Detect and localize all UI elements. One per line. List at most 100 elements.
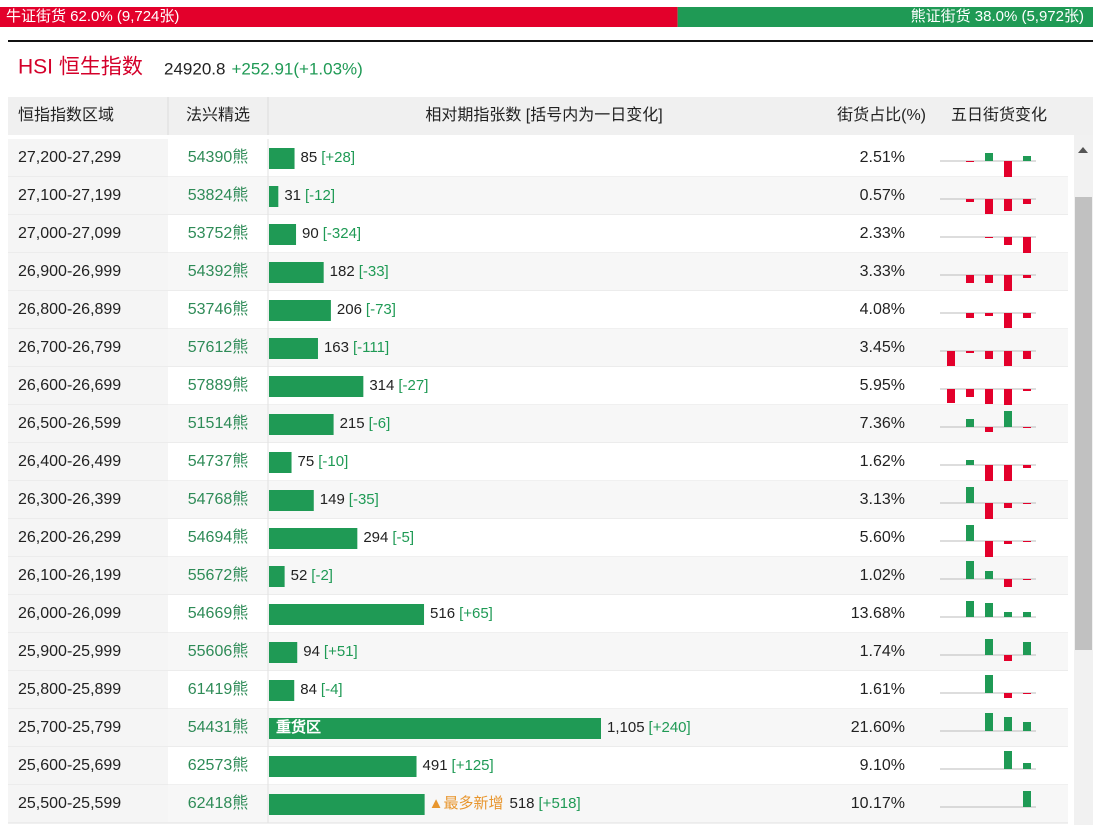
warrant-code[interactable]: 53752熊 [188,224,249,242]
note: ▲最多新增 [429,795,504,812]
row-bg [8,519,1068,557]
spark-bar [1023,275,1031,278]
count-change: [-73] [366,301,396,318]
spark-bar [1023,503,1031,504]
warrant-code[interactable]: 54390熊 [188,148,249,166]
share-pct: 21.60% [851,719,905,736]
count: 206 [337,301,362,318]
range-cell-bg [8,443,168,481]
warrant-code[interactable]: 54431熊 [188,718,249,736]
count-bar [269,338,318,359]
warrant-code[interactable]: 55672熊 [188,566,249,584]
share-pct: 13.68% [851,605,905,622]
count-change: [-4] [321,681,343,698]
range-cell-bg [8,519,168,557]
count-bar [269,756,417,777]
spark-bar [1023,693,1031,694]
spark-bar [966,419,974,427]
range: 26,700-26,799 [18,339,121,356]
row-bg [8,329,1068,367]
range: 26,000-26,099 [18,605,121,622]
row-bg [8,291,1068,329]
count: 31 [284,187,301,204]
count: 1,105 [607,719,645,736]
warrant-code[interactable]: 54669熊 [188,604,249,622]
spark-bar [1023,612,1031,617]
warrant-code[interactable]: 53824熊 [188,186,249,204]
bear-text: 熊证街货 38.0% (5,972张) [911,8,1084,25]
count-change: [-27] [398,377,428,394]
count-bar [269,300,331,321]
count-change: [+125] [452,757,494,774]
spark-bar [1004,313,1012,328]
warrant-code[interactable]: 55606熊 [188,642,249,660]
count: 518 [509,795,534,812]
warrant-code[interactable]: 62418熊 [188,794,249,812]
scrollbar-thumb[interactable] [1075,197,1092,650]
range: 26,500-26,599 [18,415,121,432]
spark-bar [1004,751,1012,769]
count-change: [-35] [349,491,379,508]
count: 84 [300,681,317,698]
spark-bar [966,199,974,202]
row-bg [8,253,1068,291]
spark-bar [1004,275,1012,291]
share-pct: 4.08% [860,301,905,318]
share-pct: 1.74% [860,643,905,660]
spark-bar [985,313,993,316]
range-cell-bg [8,367,168,405]
range: 25,700-25,799 [18,719,121,736]
count-change: [-33] [359,263,389,280]
spark-bar [966,460,974,465]
share-pct: 1.61% [860,681,905,698]
count-change: [-5] [392,529,414,546]
spark-bar [966,601,974,617]
bear-bar [677,7,1093,27]
range-cell-bg [8,215,168,253]
warrant-code[interactable]: 61419熊 [188,680,249,698]
range: 25,900-25,999 [18,643,121,660]
warrant-code[interactable]: 51514熊 [188,414,249,432]
spark-bar [985,603,993,617]
share-pct: 5.60% [860,529,905,546]
spark-bar [1004,503,1012,508]
count: 163 [324,339,349,356]
warrant-code[interactable]: 54768熊 [188,490,249,508]
count-change: [+65] [459,605,493,622]
range: 27,000-27,099 [18,225,121,242]
warrant-code[interactable]: 57612熊 [188,338,249,356]
header-cell: 法兴精选 [186,106,250,124]
warrant-code[interactable]: 62573熊 [188,756,249,774]
spark-bar [1004,389,1012,407]
count-change: [-324] [323,225,361,242]
warrant-code[interactable]: 57889熊 [188,376,249,394]
warrant-code[interactable]: 54392熊 [188,262,249,280]
row-bg [8,785,1068,823]
spark-bar [1004,717,1012,731]
count-change: [-6] [369,415,391,432]
range-cell-bg [8,405,168,443]
warrant-code[interactable]: 54737熊 [188,452,249,470]
spark-bar [966,525,974,541]
count-bar [269,224,297,245]
warrant-code[interactable]: 53746熊 [188,300,249,318]
scroll-up-arrow[interactable] [1078,147,1088,153]
share-pct: 3.13% [860,491,905,508]
share-pct: 5.95% [860,377,905,394]
share-pct: 2.33% [860,225,905,242]
spark-bar [1004,612,1012,617]
range-cell-bg [8,595,168,633]
bull-bar [0,7,678,27]
spark-bar [1023,579,1031,580]
spark-bar [1004,199,1012,211]
spark-bar [985,275,993,283]
count-bar [269,452,292,473]
spark-bar [985,571,993,579]
share-pct: 3.33% [860,263,905,280]
warrant-code[interactable]: 54694熊 [188,528,249,546]
header-cell: 街货占比(%) [837,106,926,124]
count: 149 [320,491,345,508]
row-bg [8,177,1068,215]
range-cell-bg [8,139,168,177]
index-name: HSI 恒生指数 [18,56,143,79]
